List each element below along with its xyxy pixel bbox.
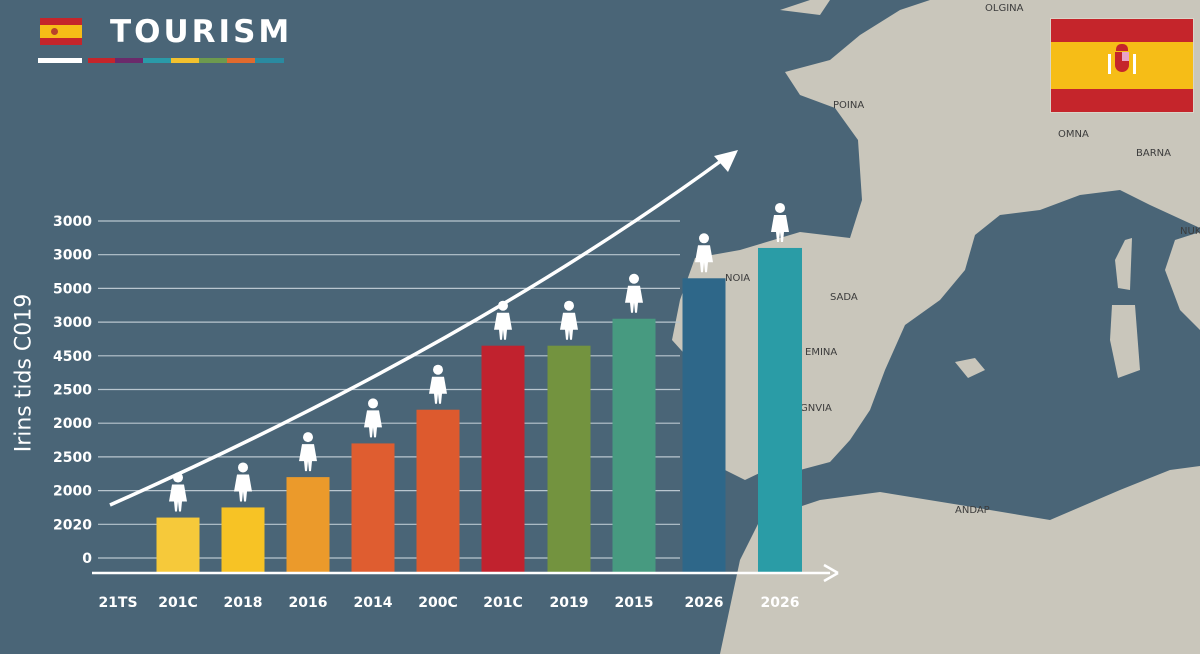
trend-arrow-head [714,150,738,172]
bar [758,247,802,572]
woman-bag-icon [234,462,252,502]
x-tick-label: 2026 [685,595,724,611]
map-label: POINA [833,100,864,111]
y-tick-label: 0 [82,551,92,567]
color-stripe [88,58,115,63]
coat-of-arms-icon [1107,44,1137,84]
y-tick-label: 2020 [53,517,92,533]
bar [351,443,395,572]
trend-arrow [109,156,727,507]
x-tick-label: 201C [158,595,198,611]
man-icon [771,202,789,242]
map-label: OMNA [1058,129,1089,140]
x-tick-label: 2014 [354,595,393,611]
map-label: SADA [830,292,858,303]
person-luggage-icon [560,300,578,340]
y-tick-label: 3000 [53,248,92,264]
hooded-person-icon [625,273,643,313]
y-tick-label: 3000 [53,315,92,331]
bar [612,318,656,572]
person-bust-icon [364,398,382,438]
color-stripe [38,58,82,63]
color-stripe [171,58,199,63]
x-tick-label: 201C [483,595,523,611]
y-tick-label: 4500 [53,349,92,365]
y-tick-label: 2500 [53,450,92,466]
x-tick-label: 2018 [224,595,263,611]
x-tick-label: 2015 [615,595,654,611]
balearic-island [955,358,985,378]
bar [286,477,330,572]
color-stripe [143,58,171,63]
color-stripe [199,58,227,63]
x-tick-label: 200C [418,595,458,611]
woman-icon [299,432,317,472]
color-stripe [227,58,255,63]
y-tick-label: 2000 [53,484,92,500]
x-tick-label: 2016 [289,595,328,611]
x-tick-label: 2019 [550,595,589,611]
map-label: GNVIA [800,403,832,414]
sardinia-island [1110,305,1140,378]
y-tick-label: 2500 [53,383,92,399]
africa-land [720,466,1200,654]
bar [481,345,525,572]
man-icon [695,233,713,273]
page-title: TOURISM [110,14,293,50]
man-icon [429,364,447,404]
x-axis-arrow-head [823,563,839,583]
bar [682,278,726,572]
x-tick-label: 2026 [761,595,800,611]
y-axis-label: Irins tids C019 [11,293,37,453]
color-stripe [255,58,284,63]
map [672,0,1200,654]
y-tick-label: 2000 [53,416,92,432]
y-tick-label: 5000 [53,281,92,297]
map-label: NUK [1180,226,1200,237]
y-tick-label: 3000 [53,214,92,230]
spain-flag-large [1051,19,1193,112]
bar [547,345,591,572]
europe-land [672,0,1200,480]
color-stripe [115,58,143,63]
map-label: ANDAP [955,505,990,516]
map-label: NOIA [725,273,750,284]
italy-land [1165,232,1200,330]
spain-flag-icon [40,18,82,45]
x-tick-label: 21TS [98,595,137,611]
bar [156,517,200,572]
bar [416,409,460,572]
corsica-island [1115,238,1132,290]
map-label: EMINA [805,347,837,358]
bar [221,507,265,572]
map-label: OLGINA [985,3,1024,14]
map-label: BARNA [1136,148,1171,159]
britain-land [780,0,830,15]
